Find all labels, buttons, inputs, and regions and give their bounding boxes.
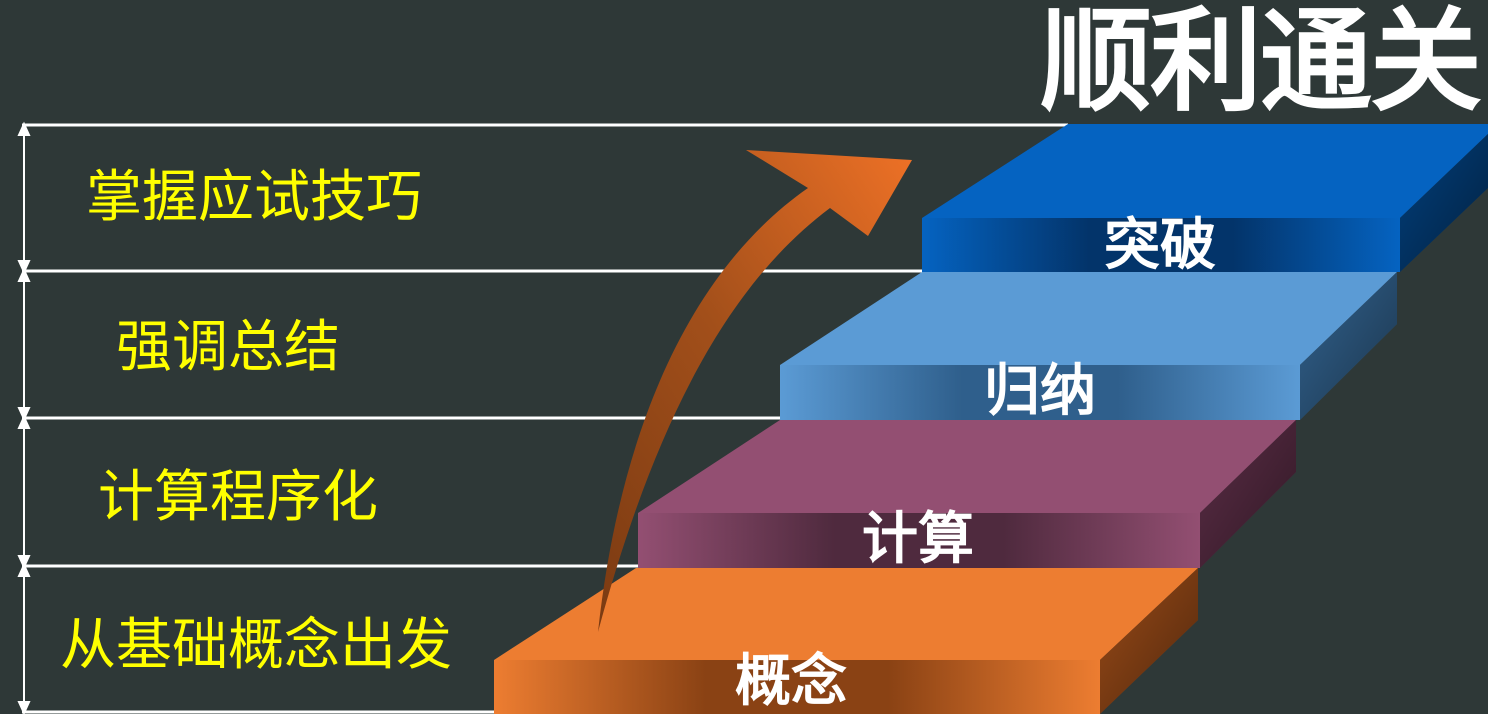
step-induction-top [780,272,1397,365]
dimension-arrow-4 [17,562,31,714]
step-label-breakthrough: 突破 [1104,213,1216,278]
step-label-calculation: 计算 [862,507,974,572]
step-induction-front [780,365,1300,420]
step-concept-top [494,568,1198,660]
step-calculation [638,420,1296,568]
step-calculation-top [638,420,1296,513]
step-calculation-front [638,513,1200,568]
step-concept-front [494,660,1100,714]
left-label-summary: 强调总结 [116,315,340,380]
step-breakthrough [922,124,1488,272]
page-title: 顺利通关 [1040,0,1482,127]
step-label-induction: 归纳 [984,359,1096,424]
step-induction [780,272,1397,420]
step-concept-side-shade [1100,568,1198,714]
progress-arrow [598,150,912,632]
left-label-technique: 掌握应试技巧 [86,165,422,230]
left-label-procedure: 计算程序化 [98,465,378,530]
step-breakthrough-side-shade [1400,134,1488,272]
step-calculation-side-shade [1200,420,1296,568]
step-concept [494,568,1198,714]
dimension-arrow-2 [17,267,31,422]
left-label-basics: 从基础概念出发 [60,613,452,678]
step-breakthrough-top [922,124,1488,218]
level-lines [22,123,1068,714]
dimension-arrow-1 [17,121,31,275]
step-label-concept: 概念 [735,649,847,714]
dimension-arrows [17,121,31,714]
step-breakthrough-front [922,218,1400,272]
progress-arrow-shaft [598,150,912,632]
dimension-arrow-3 [17,414,31,570]
step-induction-side-shade [1300,272,1397,420]
